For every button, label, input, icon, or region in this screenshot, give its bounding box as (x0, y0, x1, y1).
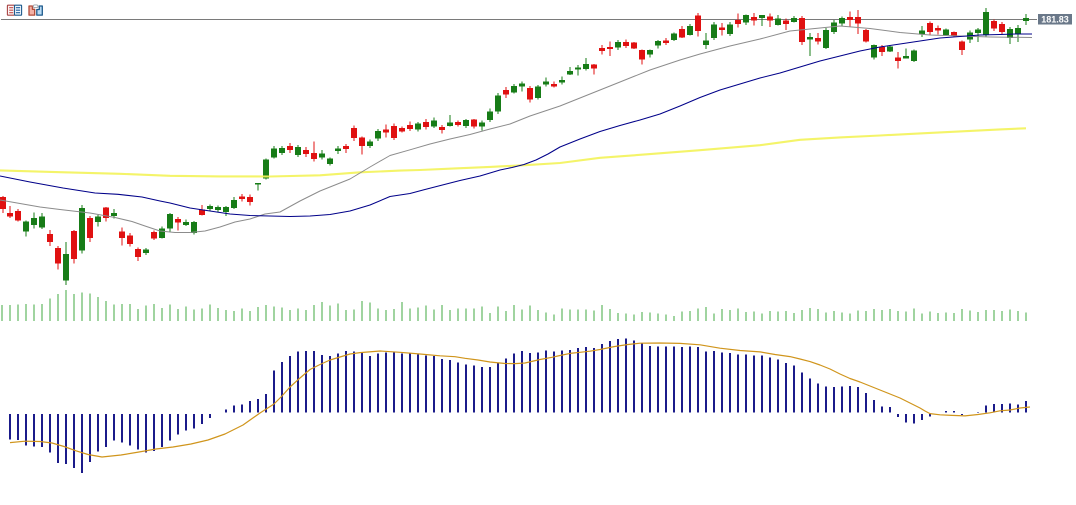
svg-text:181.83: 181.83 (1041, 15, 1069, 25)
